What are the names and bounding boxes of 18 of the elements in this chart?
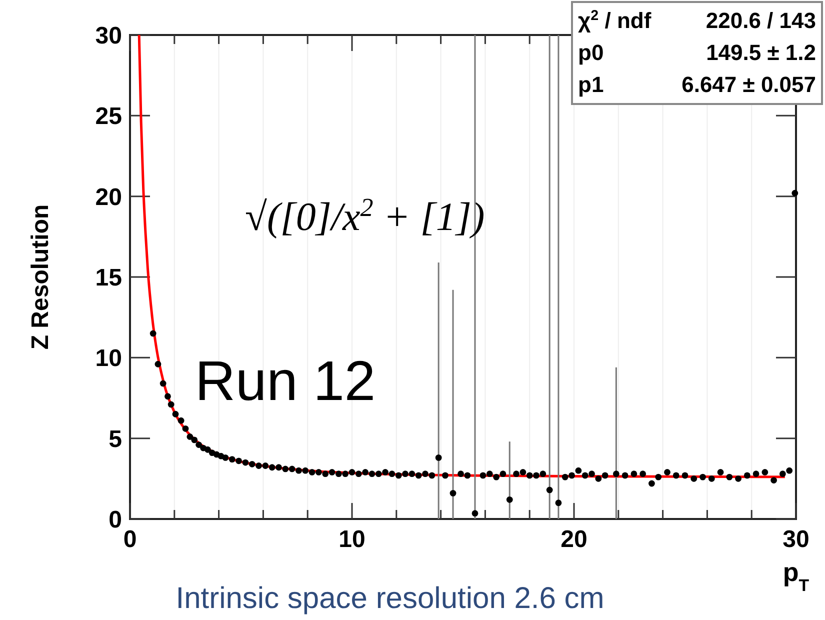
x-tick-label: 20 [560, 526, 588, 553]
x-axis-title: p$_{T}$ [782, 557, 810, 594]
text: p1 6.647 ± 0.057 [578, 72, 816, 97]
y-tick-label: 15 [95, 264, 122, 292]
y-tick-label: 0 [108, 506, 122, 534]
y-tick-label: 25 [95, 103, 122, 130]
text: χ$^{2}$ / ndf 220.6 / 143 [578, 8, 816, 33]
y-tick-label: 10 [95, 345, 122, 372]
y-axis-title: Z Resolution [27, 204, 54, 350]
y-tick-label: 5 [108, 426, 122, 453]
text: p0 149.5 ± 1.2 [578, 40, 816, 65]
y-tick-label: 30 [95, 22, 122, 50]
annotation: √([0]/x$^{2}$ + [1]) [245, 192, 485, 239]
y-tick-label: 20 [95, 184, 122, 211]
annotation: Run 12 [195, 349, 376, 412]
x-tick-label: 30 [782, 526, 810, 553]
x-tick-label: 10 [338, 526, 366, 553]
text: Intrinsic space resolution 2.6 cm [176, 582, 604, 615]
